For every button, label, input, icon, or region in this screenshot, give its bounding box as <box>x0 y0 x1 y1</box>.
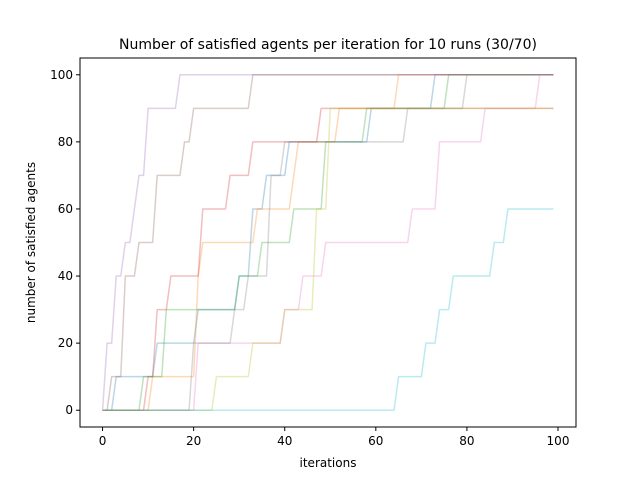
x-axis-label: iterations <box>300 456 357 470</box>
y-tick-label: 0 <box>65 403 73 417</box>
series-line-run-5 <box>101 74 554 411</box>
x-tick-label: 40 <box>277 434 292 448</box>
x-tick-label: 0 <box>99 434 107 448</box>
x-tick-label: 100 <box>547 434 570 448</box>
y-axis: 0 20 40 60 80 100 <box>50 68 80 417</box>
series-line-run-6 <box>102 74 554 411</box>
chart-title: Number of satisfied agents per iteration… <box>119 37 537 53</box>
series-line-run-3 <box>102 74 554 411</box>
y-tick-label: 40 <box>58 269 73 283</box>
x-tick-label: 20 <box>186 434 201 448</box>
series-line-run-8 <box>102 74 554 411</box>
y-tick-label: 20 <box>58 336 73 350</box>
series-line-run-10 <box>102 208 554 411</box>
series-line-run-2 <box>102 74 554 411</box>
x-tick-label: 80 <box>459 434 474 448</box>
y-tick-label: 80 <box>58 135 73 149</box>
x-tick-label: 60 <box>368 434 383 448</box>
series-line-run-4 <box>102 107 554 411</box>
series-line-run-9 <box>102 107 554 411</box>
x-axis: 0 20 40 60 80 100 <box>99 427 570 448</box>
series-group <box>101 74 554 411</box>
y-axis-label: number of satisfied agents <box>24 162 38 323</box>
plot-frame <box>79 57 577 428</box>
y-tick-label: 100 <box>50 68 73 82</box>
y-tick-label: 60 <box>58 202 73 216</box>
series-line-run-7 <box>102 74 554 411</box>
series-line-run-1 <box>102 74 554 411</box>
